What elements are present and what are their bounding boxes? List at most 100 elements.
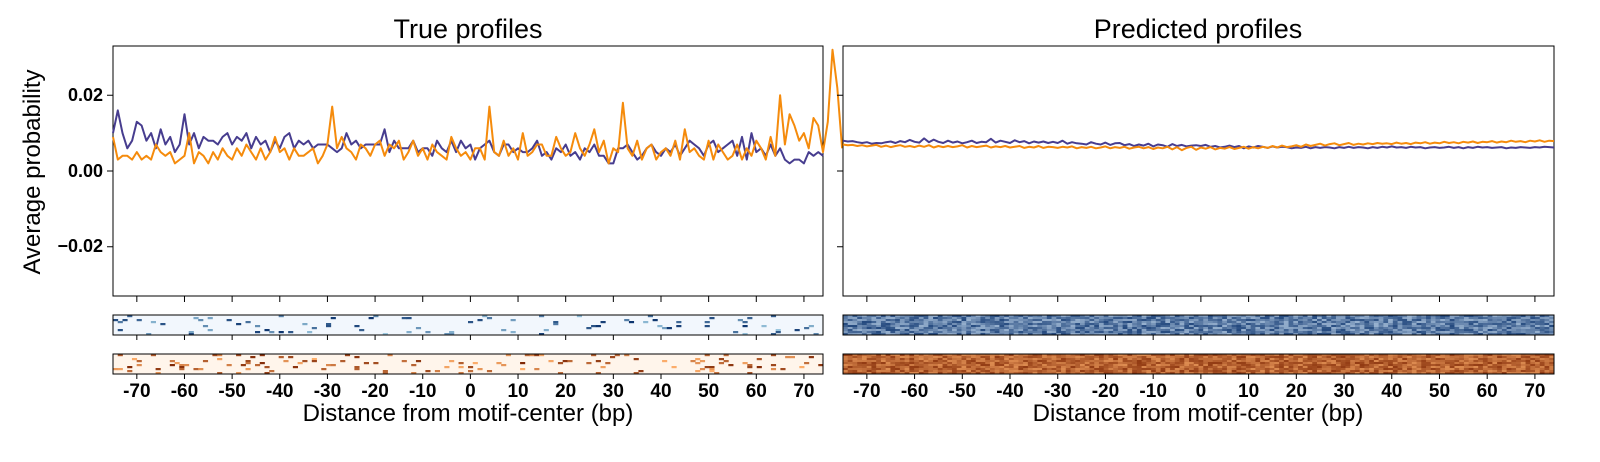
heatmap-cell xyxy=(1037,370,1043,373)
heatmap-cell xyxy=(1136,370,1143,373)
heatmap-cell xyxy=(1113,321,1119,324)
heatmap-cell xyxy=(1108,333,1114,336)
heatmap-cell xyxy=(961,360,967,363)
heatmap-cell xyxy=(876,354,882,357)
heatmap-cell xyxy=(876,325,882,328)
heatmap-cell xyxy=(1065,325,1071,328)
x-axis-label-left: Distance from motif-center (bp) xyxy=(303,400,634,427)
heatmap-cell xyxy=(1293,325,1299,328)
heatmap-cell xyxy=(638,370,644,373)
heatmap-cell xyxy=(1549,364,1555,367)
heatmap-cell xyxy=(1530,317,1536,320)
heatmap-cell xyxy=(1421,366,1427,369)
heatmap-cell xyxy=(1326,358,1332,361)
heatmap-cell xyxy=(1473,368,1479,371)
heatmap-cell xyxy=(1236,331,1242,334)
heatmap-cell xyxy=(1136,327,1143,330)
heatmap-cell xyxy=(1549,358,1555,361)
heatmap-cell xyxy=(1482,325,1489,328)
heatmap-cell xyxy=(1492,368,1498,371)
heatmap-cell xyxy=(918,329,924,332)
heatmap-cell xyxy=(975,323,981,326)
heatmap-cell xyxy=(1127,317,1133,320)
heatmap-cell xyxy=(975,364,981,367)
heatmap-cell xyxy=(1473,315,1479,318)
heatmap-cell xyxy=(1184,372,1190,375)
heatmap-cell xyxy=(1098,329,1105,332)
heatmap-cell xyxy=(1027,368,1033,371)
heatmap-cell xyxy=(1354,370,1361,373)
heatmap-cell xyxy=(1302,364,1308,367)
heatmap-cell xyxy=(876,356,882,359)
heatmap-cell xyxy=(1075,331,1081,334)
heatmap-cell xyxy=(1212,372,1218,375)
heatmap-cell xyxy=(1170,372,1176,375)
heatmap-cell xyxy=(1549,354,1555,357)
heatmap-cell xyxy=(1487,321,1493,324)
heatmap-cell xyxy=(1407,362,1413,365)
heatmap-cell xyxy=(1444,366,1451,369)
heatmap-cell xyxy=(942,327,948,330)
heatmap-cell xyxy=(1032,319,1038,322)
heatmap-cell xyxy=(1473,317,1479,320)
heatmap-cell xyxy=(676,325,682,328)
heatmap-cell xyxy=(852,358,858,361)
heatmap-cell xyxy=(1340,372,1346,375)
heatmap-cell xyxy=(1013,329,1019,332)
heatmap-cell xyxy=(956,325,962,328)
heatmap-cell xyxy=(1298,323,1304,326)
heatmap-cell xyxy=(952,366,958,369)
heatmap-cell xyxy=(1080,372,1086,375)
heatmap-cell xyxy=(1089,327,1095,330)
heatmap-cell xyxy=(1335,364,1342,367)
heatmap-cell xyxy=(966,358,972,361)
heatmap-cell xyxy=(1250,325,1256,328)
heatmap-cell xyxy=(970,319,977,322)
heatmap-cell xyxy=(1369,333,1375,336)
heatmap-cell xyxy=(861,321,868,324)
heatmap-cell xyxy=(1217,364,1223,367)
heatmap-cell xyxy=(1008,362,1015,365)
heatmap-cell xyxy=(1530,331,1536,334)
heatmap-cell xyxy=(255,331,261,334)
heatmap-cell xyxy=(1269,368,1275,371)
heatmap-cell xyxy=(1056,321,1062,324)
heatmap-cell xyxy=(1061,327,1067,330)
heatmap-cell xyxy=(1065,360,1071,363)
heatmap-cell xyxy=(918,333,924,336)
heatmap-cell xyxy=(1298,358,1304,361)
heatmap-cell xyxy=(1544,362,1550,365)
heatmap-cell xyxy=(1117,327,1124,330)
heatmap-cell xyxy=(1293,323,1299,326)
heatmap-cell xyxy=(288,331,294,334)
heatmap-cell xyxy=(885,362,891,365)
heatmap-cell xyxy=(994,360,1000,363)
heatmap-cell xyxy=(1264,329,1270,332)
heatmap-cell xyxy=(847,323,853,326)
heatmap-cell xyxy=(534,354,540,357)
heatmap-cell xyxy=(1160,368,1166,371)
heatmap-cell xyxy=(1141,319,1147,322)
heatmap-cell xyxy=(1032,325,1038,328)
heatmap-cell xyxy=(1378,358,1384,361)
heatmap-cell xyxy=(1378,368,1384,371)
heatmap-cell xyxy=(895,368,901,371)
heatmap-cell xyxy=(847,321,853,324)
heatmap-cell xyxy=(1179,356,1185,359)
heatmap-cell xyxy=(909,366,915,369)
heatmap-cell xyxy=(311,360,317,363)
heatmap-cell xyxy=(866,333,872,336)
heatmap-cell xyxy=(1435,362,1441,365)
heatmap-cell xyxy=(1435,319,1441,322)
heatmap-cell xyxy=(1321,321,1327,324)
heatmap-cell xyxy=(1473,370,1479,373)
heatmap-cell xyxy=(1411,315,1417,318)
heatmap-cell xyxy=(1094,317,1100,320)
heatmap-cell xyxy=(1151,366,1157,369)
heatmap-cell xyxy=(1307,364,1313,367)
heatmap-cell xyxy=(255,325,261,328)
heatmap-cell xyxy=(933,317,939,320)
heatmap-cell xyxy=(918,323,924,326)
heatmap-cell xyxy=(876,358,882,361)
heatmap-cell xyxy=(1108,317,1114,320)
